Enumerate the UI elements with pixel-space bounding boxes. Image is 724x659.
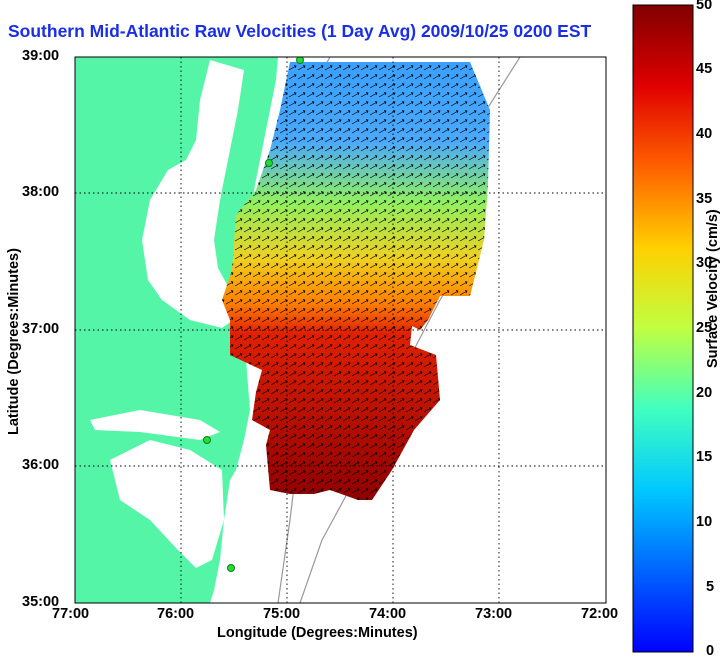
lon-tick: 73:00 <box>475 606 513 622</box>
colorbar-tick: 30 <box>696 255 713 271</box>
map-title: Southern Mid-Atlantic Raw Velocities (1 … <box>8 21 592 41</box>
lat-tick: 35:00 <box>22 594 60 610</box>
colorbar-tick: 25 <box>696 320 713 336</box>
colorbar <box>632 4 694 653</box>
lon-tick: 77:00 <box>52 606 90 622</box>
colorbar-tick: 40 <box>696 126 713 142</box>
albemarle-sound <box>90 410 220 440</box>
hf-radar-site <box>265 159 273 167</box>
colorbar-tick: 50 <box>696 0 713 13</box>
graticule <box>75 57 606 603</box>
lon-tick: 72:00 <box>581 606 619 622</box>
hf-radar-site <box>296 57 304 64</box>
y-axis-label: Latitude (Degrees:Minutes) <box>6 248 22 435</box>
colorbar-tick: 20 <box>696 385 713 401</box>
plot-frame <box>74 56 607 604</box>
lon-tick: 76:00 <box>157 606 195 622</box>
lat-tick: 37:00 <box>22 321 60 337</box>
colorbar-tick: 15 <box>696 449 713 465</box>
colorbar-tick: 45 <box>696 61 713 77</box>
lat-tick: 36:00 <box>22 457 60 473</box>
lon-tick: 75:00 <box>263 606 301 622</box>
velocity-field <box>222 62 490 500</box>
lon-tick: 74:00 <box>369 606 407 622</box>
hf-radar-site <box>203 436 211 444</box>
lat-tick: 38:00 <box>22 184 60 200</box>
colorbar-tick: 5 <box>706 579 715 595</box>
x-axis-label: Longitude (Degrees:Minutes) <box>217 625 418 641</box>
colorbar-label: Surface Velocity (cm/s) <box>705 209 721 368</box>
chesapeake-bay <box>142 60 244 328</box>
colorbar-tick: 10 <box>696 514 713 530</box>
hf-radar-site <box>227 564 235 572</box>
colorbar-tick: 35 <box>696 191 713 207</box>
lat-tick: 39:00 <box>22 48 60 64</box>
pamlico-sound <box>110 440 224 568</box>
colorbar-tick: 0 <box>706 643 715 659</box>
